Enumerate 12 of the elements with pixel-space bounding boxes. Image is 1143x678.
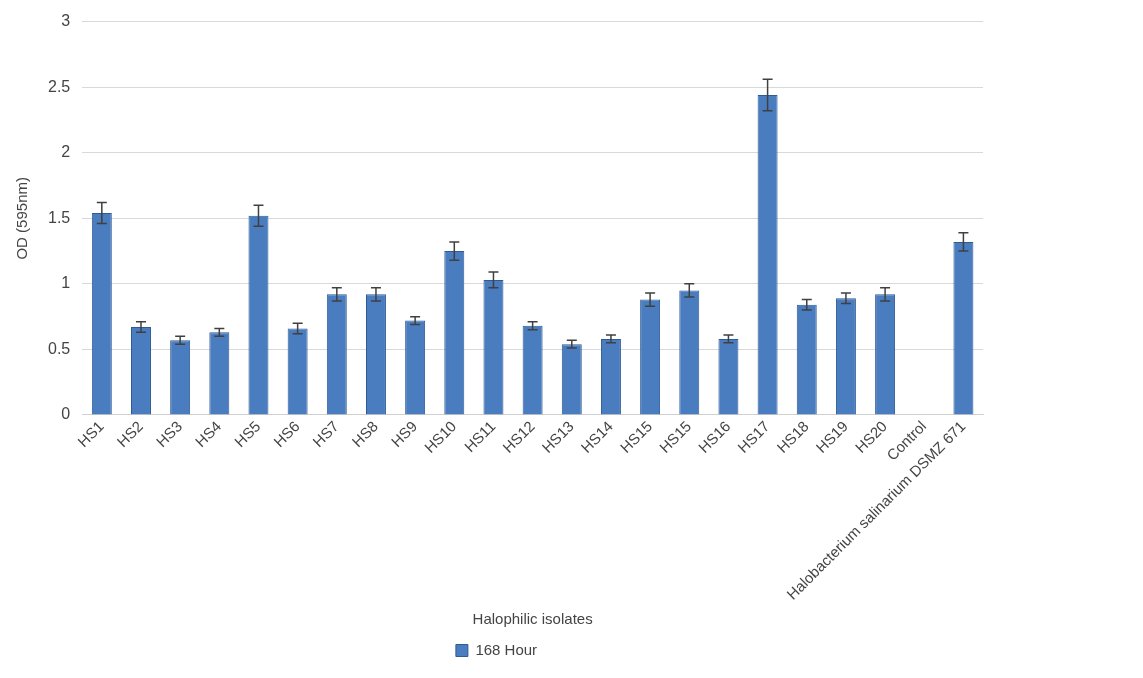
y-tick-label: 3 [61, 12, 71, 30]
x-axis-title: Halophilic isolates [472, 610, 593, 628]
y-tick-label: 0.5 [47, 339, 71, 357]
legend-label: 168 Hour [475, 640, 538, 658]
y-tick-label: 1.5 [47, 208, 71, 226]
y-tick-label: 2.5 [47, 77, 71, 95]
y-axis-title: OD (595nm) [13, 177, 31, 260]
x-tick-label: HS1 [74, 417, 107, 451]
y-tick-label: 0 [61, 405, 71, 423]
x-tick-label: HS9 [387, 417, 421, 451]
y-tick-label: 1 [61, 274, 71, 292]
y-tick-label: 2 [61, 143, 71, 161]
